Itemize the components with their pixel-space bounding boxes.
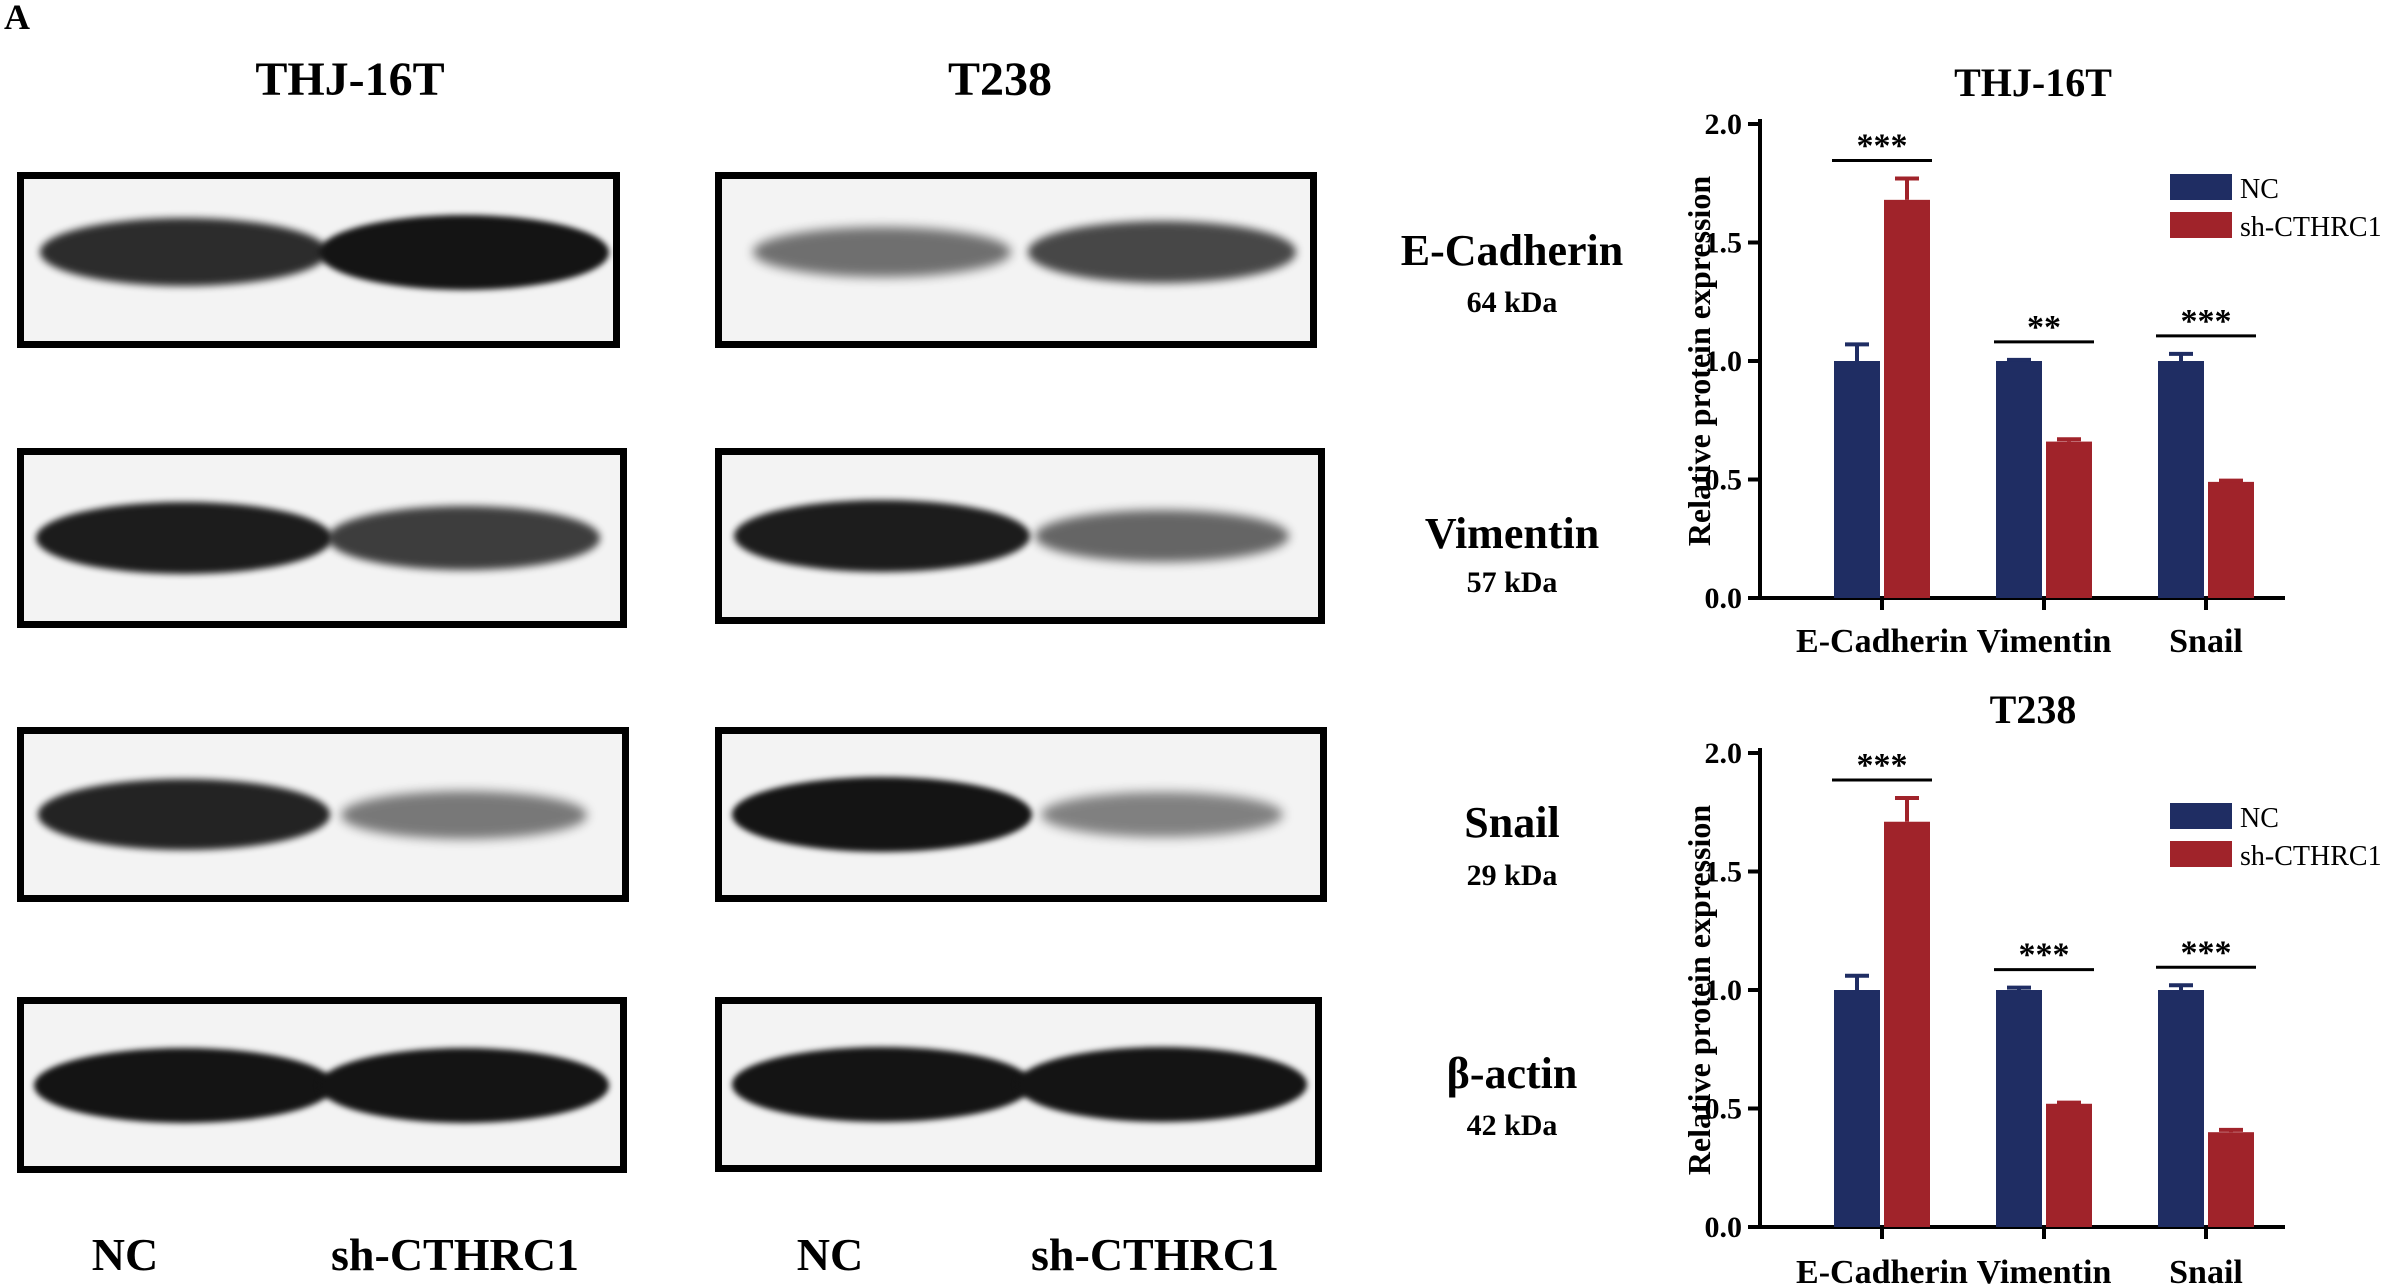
band-vimentin-lane-1 [733,499,1031,573]
y-tick-label: 1.5 [1705,227,1743,260]
legend-swatch-sh [2170,841,2232,867]
bar-sh-1 [2046,441,2092,598]
bar-nc-1 [1996,990,2042,1227]
chart-title: THJ-16T [1954,60,2112,105]
band-ecadherin-lane-1 [39,217,329,287]
protein-kda-snail: 29 kDa [1466,859,1558,892]
blot-vimentin-thj16t [17,448,627,628]
y-tick-label: 0.0 [1705,1211,1743,1244]
lane-label-nc-t238: NC [796,1229,864,1280]
band-ecadherin-lane-1 [752,226,1012,278]
blot-vimentin-t238 [715,448,1325,624]
blot-bactin-t238 [715,997,1322,1172]
panel-label: A [4,0,30,37]
bar-sh-2 [2208,1132,2254,1227]
blot-title-thj16t: THJ-16T [255,53,445,106]
protein-kda-ecadherin: 64 kDa [1466,286,1558,319]
band-vimentin-lane-1 [35,501,333,575]
bar-nc-2 [2158,990,2204,1227]
x-tick-label: Vimentin [1977,623,2112,660]
protein-label-vimentin: Vimentin [1424,509,1600,558]
band-snail-lane-1 [37,779,331,850]
band-snail-lane-2 [1040,791,1284,838]
band-actin-lane-1 [732,1047,1032,1122]
lane-label-sh-thj16t: sh-CTHRC1 [331,1229,579,1280]
y-tick-label: 1.0 [1705,345,1743,378]
significance-label: *** [2181,934,2232,971]
blot-snail-t238 [715,727,1327,902]
band-snail-lane-2 [340,790,588,839]
x-tick-label: Snail [2169,1254,2243,1284]
blot-title-t238: T238 [947,53,1052,106]
legend-swatch-sh [2170,212,2232,238]
blot-bactin-thj16t [17,997,627,1173]
significance-label: *** [1857,128,1908,165]
lane-label-sh-t238: sh-CTHRC1 [1031,1229,1279,1280]
y-tick-label: 0.5 [1705,1093,1743,1126]
y-axis-label: Relative protein expression [1681,805,1717,1176]
band-actin-lane-2 [319,1047,609,1123]
bar-sh-0 [1884,199,1930,598]
band-snail-lane-1 [732,777,1032,852]
blot-ecadherin-t238 [715,172,1317,348]
protein-label-bactin: β-actin [1446,1049,1578,1098]
band-actin-lane-2 [1017,1047,1307,1122]
legend-swatch-nc [2170,174,2232,200]
legend-label-sh: sh-CTHRC1 [2240,841,2382,872]
protein-label-snail: Snail [1464,798,1560,847]
band-vimentin-lane-2 [1035,509,1289,563]
significance-label: *** [1857,747,1908,784]
bar-sh-2 [2208,481,2254,598]
lane-label-nc-thj16t: NC [91,1229,159,1280]
band-ecadherin-lane-2 [319,214,609,290]
blot-ecadherin-thj16t [17,172,620,348]
bar-sh-0 [1884,821,1930,1227]
protein-kda-vimentin: 57 kDa [1466,566,1558,599]
y-tick-label: 0.0 [1705,582,1743,615]
bar-chart-thj16t: THJ-16T Relative protein expression 0.0 0.5… [1681,60,2382,660]
legend-label-nc: NC [2240,803,2279,834]
protein-label-ecadherin: E-Cadherin [1400,226,1624,275]
x-tick-label: Snail [2169,623,2243,660]
y-tick-label: 2.0 [1705,108,1743,141]
y-tick-label: 0.5 [1705,464,1743,497]
blot-snail-thj16t [17,727,629,902]
bar-nc-0 [1834,990,1880,1227]
x-tick-label: Vimentin [1977,1254,2112,1284]
band-actin-lane-1 [34,1047,334,1123]
significance-label: *** [2019,937,2070,974]
y-tick-label: 1.0 [1705,974,1743,1007]
y-tick-label: 2.0 [1705,737,1743,770]
y-axis-label: Relative protein expression [1681,176,1717,547]
band-vimentin-lane-2 [328,506,600,570]
chart-title: T238 [1990,687,2077,732]
legend-label-nc: NC [2240,174,2279,205]
significance-label: *** [2181,303,2232,340]
y-tick-label: 1.5 [1705,856,1743,889]
bar-nc-1 [1996,361,2042,598]
bar-nc-2 [2158,361,2204,598]
bar-nc-0 [1834,361,1880,598]
bar-chart-t238: T238 Relative protein expression 0.0 0.5 1.0… [1681,687,2382,1284]
significance-label: ** [2027,309,2061,346]
protein-kda-bactin: 42 kDa [1466,1109,1558,1142]
legend-swatch-nc [2170,803,2232,829]
band-ecadherin-lane-2 [1027,221,1297,283]
legend-label-sh: sh-CTHRC1 [2240,212,2382,243]
x-tick-label: E-Cadherin [1796,1254,1968,1284]
bar-sh-1 [2046,1103,2092,1227]
x-tick-label: E-Cadherin [1796,623,1968,660]
